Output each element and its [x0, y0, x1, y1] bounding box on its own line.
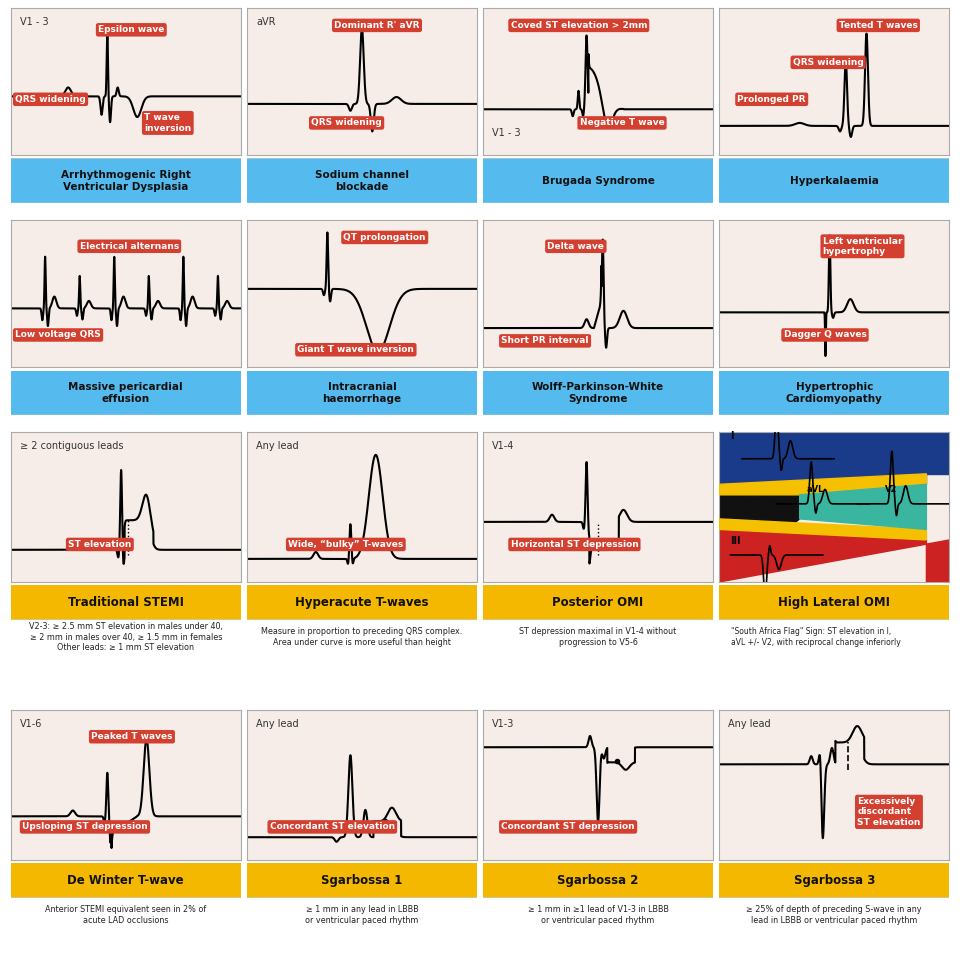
Text: Anterior STEMI equivalent seen in 2% of
acute LAD occlusions: Anterior STEMI equivalent seen in 2% of …: [45, 905, 206, 924]
FancyBboxPatch shape: [476, 159, 720, 203]
Text: ≥ 1 mm in ≥1 lead of V1-3 in LBBB
or ventricular paced rhythm: ≥ 1 mm in ≥1 lead of V1-3 in LBBB or ven…: [528, 905, 668, 924]
Text: Giant T wave inversion: Giant T wave inversion: [298, 345, 415, 354]
Text: Concordant ST depression: Concordant ST depression: [501, 822, 635, 832]
Text: Electrical alternans: Electrical alternans: [80, 242, 179, 251]
Polygon shape: [800, 484, 926, 529]
Text: ≥ 1 mm in any lead in LBBB
or ventricular paced rhythm: ≥ 1 mm in any lead in LBBB or ventricula…: [305, 905, 419, 924]
Text: Hyperacute T-waves: Hyperacute T-waves: [295, 595, 429, 609]
Text: Sgarbossa 3: Sgarbossa 3: [794, 874, 875, 886]
Text: Dagger Q waves: Dagger Q waves: [783, 330, 867, 340]
Text: Short PR interval: Short PR interval: [501, 336, 588, 345]
Text: Wolff-Parkinson-White
Syndrome: Wolff-Parkinson-White Syndrome: [532, 382, 664, 404]
FancyBboxPatch shape: [4, 159, 248, 203]
Text: Concordant ST elevation: Concordant ST elevation: [270, 822, 395, 832]
Text: V2-3: ≥ 2.5 mm ST elevation in males under 40,
≥ 2 mm in males over 40, ≥ 1.5 mm: V2-3: ≥ 2.5 mm ST elevation in males und…: [29, 622, 223, 652]
FancyBboxPatch shape: [240, 585, 484, 619]
Text: Low voltage QRS: Low voltage QRS: [15, 330, 101, 340]
FancyBboxPatch shape: [4, 585, 248, 619]
Text: ST elevation: ST elevation: [68, 540, 132, 549]
Text: Intracranial
haemorrhage: Intracranial haemorrhage: [323, 382, 401, 404]
Text: High Lateral OMI: High Lateral OMI: [779, 595, 890, 609]
Text: Hyperkalaemia: Hyperkalaemia: [790, 176, 878, 186]
Text: T wave
inversion: T wave inversion: [144, 113, 191, 133]
Text: Excessively
discordant
ST elevation: Excessively discordant ST elevation: [857, 797, 921, 827]
Text: Left ventricular
hypertrophy: Left ventricular hypertrophy: [823, 236, 902, 256]
Polygon shape: [719, 519, 926, 540]
Text: Delta wave: Delta wave: [547, 242, 604, 251]
Text: "South Africa Flag" Sign: ST elevation in I,
aVL +/- V2, with reciprocal change : "South Africa Flag" Sign: ST elevation i…: [731, 628, 900, 647]
Polygon shape: [719, 432, 949, 484]
Text: V1 - 3: V1 - 3: [492, 127, 520, 138]
Text: Peaked T waves: Peaked T waves: [91, 732, 173, 742]
Text: ST depression maximal in V1-4 without
progression to V5-6: ST depression maximal in V1-4 without pr…: [519, 628, 677, 647]
Text: aVL: aVL: [806, 485, 824, 494]
FancyBboxPatch shape: [240, 370, 484, 415]
Text: Tented T waves: Tented T waves: [839, 21, 918, 30]
FancyBboxPatch shape: [476, 862, 720, 898]
Text: Posterior OMI: Posterior OMI: [552, 595, 644, 609]
Text: QRS widening: QRS widening: [793, 57, 863, 67]
Text: Sgarbossa 1: Sgarbossa 1: [322, 874, 402, 886]
Text: ≥ 25% of depth of preceding S-wave in any
lead in LBBB or ventricular paced rhyt: ≥ 25% of depth of preceding S-wave in an…: [747, 905, 922, 924]
Text: V1-4: V1-4: [492, 441, 515, 451]
Text: V2: V2: [885, 485, 898, 494]
FancyBboxPatch shape: [712, 370, 956, 415]
Text: Any lead: Any lead: [256, 719, 299, 728]
Text: Arrhythmogenic Right
Ventricular Dysplasia: Arrhythmogenic Right Ventricular Dysplas…: [60, 170, 191, 191]
Text: ≥ 2 contiguous leads: ≥ 2 contiguous leads: [20, 441, 123, 451]
Polygon shape: [719, 474, 926, 495]
Text: Dominant R' aVR: Dominant R' aVR: [334, 21, 420, 30]
FancyBboxPatch shape: [712, 585, 956, 619]
Polygon shape: [719, 432, 800, 582]
FancyBboxPatch shape: [240, 862, 484, 898]
FancyBboxPatch shape: [476, 370, 720, 415]
Text: V1-6: V1-6: [20, 719, 42, 728]
Text: Massive pericardial
effusion: Massive pericardial effusion: [68, 382, 183, 404]
Text: Negative T wave: Negative T wave: [580, 119, 664, 127]
FancyBboxPatch shape: [712, 159, 956, 203]
Text: V1-3: V1-3: [492, 719, 515, 728]
Text: aVR: aVR: [256, 16, 276, 27]
Text: V1 - 3: V1 - 3: [20, 16, 48, 27]
Text: Any lead: Any lead: [729, 719, 771, 728]
Text: Hypertrophic
Cardiomyopathy: Hypertrophic Cardiomyopathy: [786, 382, 882, 404]
Polygon shape: [719, 432, 777, 582]
Text: Measure in proportion to preceding QRS complex.
Area under curve is more useful : Measure in proportion to preceding QRS c…: [261, 628, 463, 647]
Text: Epsilon wave: Epsilon wave: [98, 25, 164, 34]
Text: Wide, “bulky” T-waves: Wide, “bulky” T-waves: [288, 540, 403, 549]
Text: De Winter T-wave: De Winter T-wave: [67, 874, 184, 886]
FancyBboxPatch shape: [240, 159, 484, 203]
Text: Upsloping ST depression: Upsloping ST depression: [22, 822, 148, 832]
Text: Prolonged PR: Prolonged PR: [737, 95, 806, 103]
FancyBboxPatch shape: [4, 862, 248, 898]
FancyBboxPatch shape: [4, 370, 248, 415]
Text: III: III: [731, 537, 741, 546]
Text: Sodium channel
blockade: Sodium channel blockade: [315, 170, 409, 191]
Text: Coved ST elevation > 2mm: Coved ST elevation > 2mm: [511, 21, 647, 30]
Text: QT prolongation: QT prolongation: [344, 233, 426, 242]
Text: I: I: [731, 432, 734, 441]
Text: QRS widening: QRS widening: [311, 119, 382, 127]
Text: Horizontal ST depression: Horizontal ST depression: [511, 540, 638, 549]
Text: Sgarbossa 2: Sgarbossa 2: [558, 874, 638, 886]
Polygon shape: [719, 529, 949, 582]
FancyBboxPatch shape: [476, 585, 720, 619]
Text: Brugada Syndrome: Brugada Syndrome: [541, 176, 655, 186]
FancyBboxPatch shape: [712, 862, 956, 898]
Text: Traditional STEMI: Traditional STEMI: [68, 595, 183, 609]
Text: QRS widening: QRS widening: [15, 95, 85, 103]
Text: Any lead: Any lead: [256, 441, 299, 451]
